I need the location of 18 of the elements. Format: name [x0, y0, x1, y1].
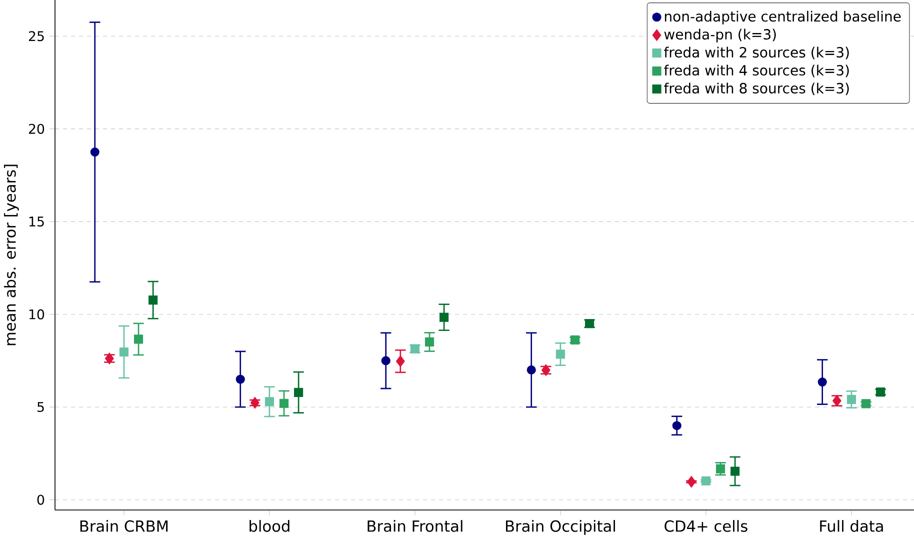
y-tick-label: 0 [37, 494, 44, 505]
x-tick-label: Brain CRBM [80, 520, 168, 532]
x-tick-label: CD4+ cells [664, 520, 748, 532]
x-tick-label: Brain Occipital [506, 520, 615, 535]
legend-label: non-adaptive centralized baseline [664, 10, 901, 24]
legend-label: freda with 4 sources (k=3) [664, 64, 849, 78]
y-tick-label: 20 [28, 124, 44, 134]
y-tick-label: 10 [29, 309, 44, 320]
x-tick-label: blood [250, 520, 290, 532]
legend-label: freda with 2 sources (k=3) [664, 46, 849, 60]
legend-label: freda with 8 sources (k=3) [664, 82, 849, 96]
x-tick-label: Full data [820, 520, 883, 532]
y-tick-label: 25 [28, 31, 44, 42]
y-tick-label: 15 [29, 216, 44, 227]
y-tick-label: 5 [38, 402, 44, 412]
legend-label: wenda-pn (k=3) [664, 28, 776, 42]
y-axis-title: mean abs. error [years] [4, 164, 19, 346]
x-tick-label: Brain Frontal [368, 520, 462, 532]
